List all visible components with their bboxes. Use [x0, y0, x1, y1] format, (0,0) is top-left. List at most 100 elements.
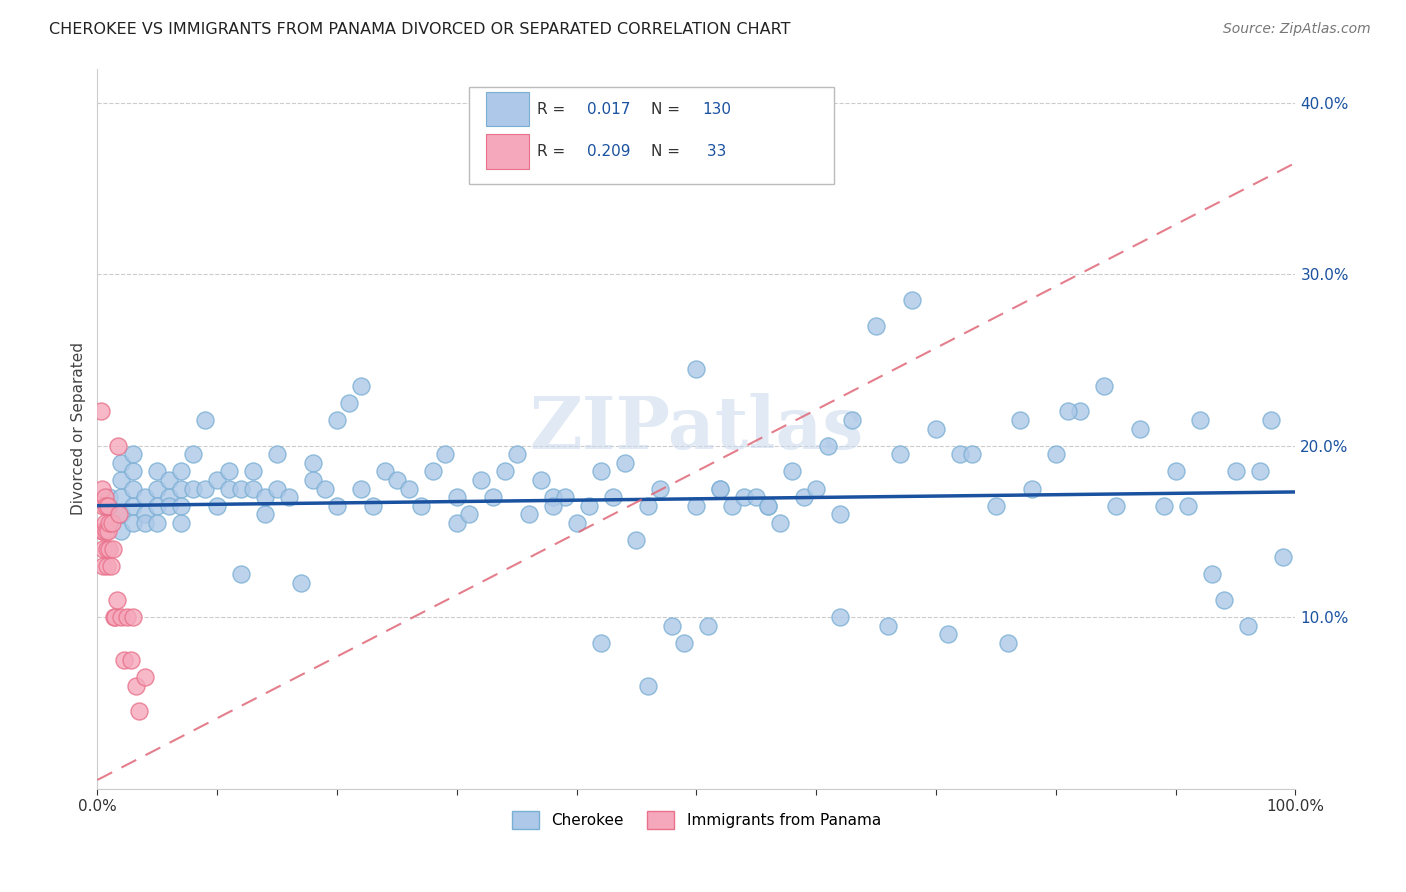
Point: [326, 413, 349, 427]
Point: [1105, 499, 1128, 513]
Point: [650, 482, 672, 496]
Point: [254, 490, 277, 504]
Point: [589, 636, 612, 650]
Point: [146, 464, 169, 478]
Point: [936, 627, 959, 641]
Point: [433, 447, 456, 461]
Point: [117, 610, 139, 624]
Point: [817, 439, 839, 453]
Point: [134, 507, 156, 521]
Point: [108, 507, 131, 521]
Point: [134, 670, 156, 684]
Point: [1056, 404, 1078, 418]
Point: [122, 516, 145, 530]
Point: [756, 499, 779, 513]
Point: [505, 447, 527, 461]
Point: [93, 558, 115, 573]
Point: [120, 653, 142, 667]
Point: [637, 499, 659, 513]
Point: [242, 482, 264, 496]
Point: [889, 447, 911, 461]
Point: [100, 516, 122, 530]
Point: [97, 524, 120, 539]
Point: [457, 507, 479, 521]
Point: [91, 482, 114, 496]
Point: [181, 482, 204, 496]
Point: [1249, 464, 1271, 478]
Point: [685, 361, 707, 376]
Point: [128, 705, 150, 719]
Point: [157, 473, 180, 487]
Point: [194, 482, 217, 496]
Point: [565, 516, 588, 530]
Text: Source: ZipAtlas.com: Source: ZipAtlas.com: [1223, 22, 1371, 37]
Text: ZIPatlas: ZIPatlas: [529, 393, 863, 464]
Point: [105, 593, 128, 607]
Point: [146, 482, 169, 496]
Point: [194, 413, 217, 427]
Point: [146, 516, 169, 530]
Point: [110, 524, 132, 539]
Point: [181, 447, 204, 461]
FancyBboxPatch shape: [485, 92, 529, 127]
Point: [756, 499, 779, 513]
Point: [769, 516, 792, 530]
Point: [229, 567, 252, 582]
FancyBboxPatch shape: [485, 134, 529, 169]
Point: [517, 507, 540, 521]
Point: [104, 610, 127, 624]
Point: [793, 490, 815, 504]
Point: [91, 524, 114, 539]
Point: [218, 482, 240, 496]
Point: [1188, 413, 1211, 427]
Point: [103, 610, 125, 624]
Point: [1236, 618, 1258, 632]
Point: [110, 507, 132, 521]
Point: [685, 499, 707, 513]
Point: [745, 490, 768, 504]
Legend: Cherokee, Immigrants from Panama: Cherokee, Immigrants from Panama: [506, 805, 887, 835]
Point: [110, 490, 132, 504]
Point: [157, 499, 180, 513]
Point: [96, 558, 118, 573]
Point: [470, 473, 492, 487]
Point: [613, 456, 636, 470]
Point: [780, 464, 803, 478]
Point: [578, 499, 600, 513]
Point: [422, 464, 444, 478]
Point: [1045, 447, 1067, 461]
Point: [122, 482, 145, 496]
Point: [697, 618, 720, 632]
Text: CHEROKEE VS IMMIGRANTS FROM PANAMA DIVORCED OR SEPARATED CORRELATION CHART: CHEROKEE VS IMMIGRANTS FROM PANAMA DIVOR…: [49, 22, 790, 37]
Point: [925, 421, 948, 435]
Point: [350, 482, 373, 496]
Point: [1008, 413, 1031, 427]
Point: [1092, 378, 1115, 392]
Point: [302, 473, 325, 487]
Point: [98, 541, 121, 556]
Point: [170, 499, 193, 513]
Point: [1201, 567, 1223, 582]
Point: [673, 636, 696, 650]
Text: 0.209: 0.209: [588, 144, 631, 159]
Point: [589, 464, 612, 478]
Point: [97, 499, 120, 513]
Point: [170, 516, 193, 530]
Point: [984, 499, 1007, 513]
Text: R =: R =: [537, 144, 571, 159]
Point: [841, 413, 863, 427]
Point: [90, 404, 112, 418]
Point: [93, 524, 115, 539]
Point: [170, 482, 193, 496]
Point: [626, 533, 648, 547]
Point: [721, 499, 744, 513]
Text: R =: R =: [537, 102, 571, 117]
Point: [637, 679, 659, 693]
Point: [205, 473, 228, 487]
Point: [350, 378, 373, 392]
Point: [960, 447, 983, 461]
Point: [266, 482, 288, 496]
Text: 0.017: 0.017: [588, 102, 631, 117]
Point: [877, 618, 900, 632]
Point: [361, 499, 384, 513]
